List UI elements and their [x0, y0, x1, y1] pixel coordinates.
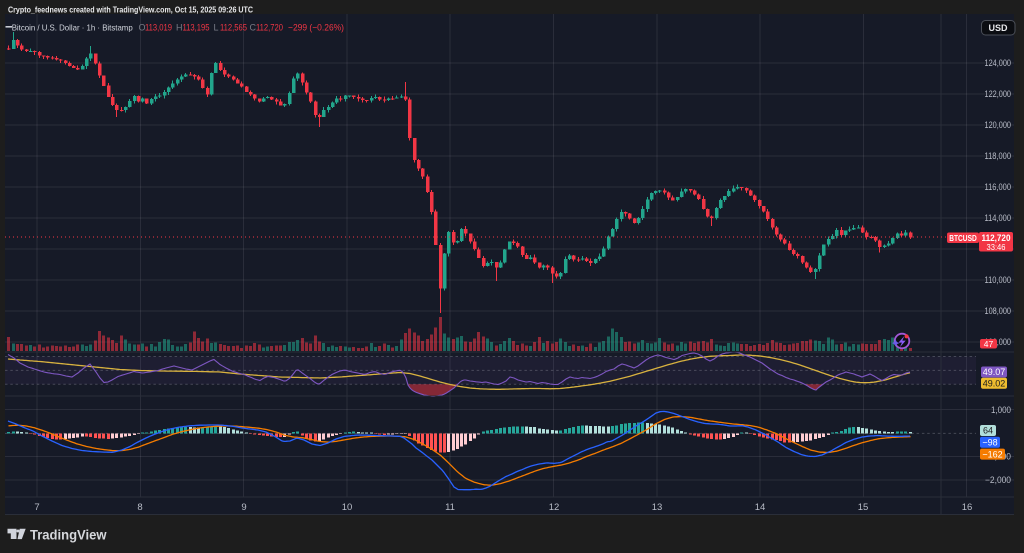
- svg-text:H: H: [176, 22, 183, 32]
- svg-text:112,720: 112,720: [982, 233, 1011, 244]
- svg-text:113,195: 113,195: [183, 22, 210, 32]
- svg-text:USD: USD: [989, 23, 1008, 33]
- svg-text:16: 16: [962, 502, 973, 513]
- svg-text:Bitcoin / U.S. Dollar · 1h · B: Bitcoin / U.S. Dollar · 1h · Bitstamp: [12, 22, 133, 32]
- svg-text:124,000: 124,000: [985, 58, 1012, 68]
- svg-text:9: 9: [241, 502, 246, 513]
- svg-text:64: 64: [983, 426, 993, 436]
- svg-text:114,000: 114,000: [985, 213, 1012, 223]
- svg-text:14: 14: [755, 502, 766, 513]
- svg-text:47: 47: [984, 339, 994, 349]
- svg-text:TradingView: TradingView: [30, 527, 107, 543]
- svg-text:49.07: 49.07: [983, 367, 1006, 377]
- svg-text:Crypto_feednews created with T: Crypto_feednews created with TradingView…: [8, 5, 253, 15]
- svg-text:11: 11: [445, 502, 455, 513]
- svg-text:113,019: 113,019: [145, 22, 172, 32]
- svg-text:BTCUSD: BTCUSD: [949, 233, 977, 243]
- svg-text:106,000: 106,000: [985, 337, 1012, 347]
- svg-text:−299 (−0.26%): −299 (−0.26%): [288, 22, 344, 32]
- svg-text:−2,000: −2,000: [985, 475, 1011, 485]
- svg-text:12: 12: [549, 502, 560, 513]
- svg-text:L: L: [214, 22, 219, 32]
- svg-text:122,000: 122,000: [985, 89, 1012, 99]
- svg-text:7: 7: [34, 502, 39, 513]
- svg-text:118,000: 118,000: [985, 151, 1012, 161]
- svg-text:116,000: 116,000: [985, 182, 1012, 192]
- svg-text:13: 13: [652, 502, 663, 513]
- svg-text:1,000: 1,000: [991, 405, 1011, 415]
- svg-text:112,565: 112,565: [220, 22, 247, 32]
- svg-text:8: 8: [137, 502, 142, 513]
- svg-text:108,000: 108,000: [985, 306, 1012, 316]
- svg-text:−162: −162: [982, 449, 1002, 459]
- svg-text:−98: −98: [982, 438, 997, 448]
- svg-text:112,720: 112,720: [256, 22, 283, 32]
- svg-text:15: 15: [858, 502, 869, 513]
- svg-text:110,000: 110,000: [985, 275, 1012, 285]
- svg-text:10: 10: [342, 502, 353, 513]
- svg-text:33:46: 33:46: [987, 242, 1006, 252]
- svg-text:C: C: [250, 22, 257, 32]
- svg-text:49.02: 49.02: [983, 379, 1006, 389]
- svg-text:O: O: [139, 22, 146, 32]
- svg-text:120,000: 120,000: [985, 120, 1012, 130]
